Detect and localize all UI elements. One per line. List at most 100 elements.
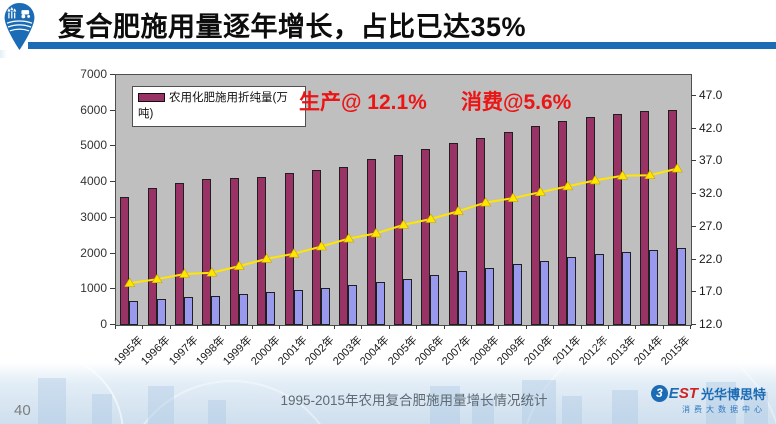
footer-cityscape bbox=[92, 394, 112, 424]
bar-compound-fertilizer bbox=[129, 301, 139, 325]
farm-pin-logo-icon bbox=[4, 2, 35, 51]
bar-total-fertilizer bbox=[613, 113, 623, 325]
left-axis-tickmark bbox=[110, 324, 115, 325]
right-axis-tickmark bbox=[691, 291, 696, 293]
slide-header: 复合肥施用量逐年增长，占比已达35% bbox=[0, 0, 776, 56]
annotation-consumption-growth: 消费@5.6% bbox=[461, 91, 572, 114]
right-axis-tickmark bbox=[691, 225, 696, 227]
right-axis-tick-label: 27.0 bbox=[699, 218, 723, 233]
bar-compound-fertilizer bbox=[649, 250, 659, 325]
bar-compound-fertilizer bbox=[375, 282, 385, 325]
right-axis-tickmark bbox=[691, 324, 696, 325]
footer-cityscape bbox=[472, 398, 494, 424]
x-axis-tickmark bbox=[279, 325, 281, 329]
annotation-production-growth: 生产@ 12.1% bbox=[299, 91, 427, 114]
bar-compound-fertilizer bbox=[156, 299, 166, 325]
bar-total-fertilizer bbox=[147, 188, 157, 325]
bar-compound-fertilizer bbox=[539, 260, 549, 325]
x-axis-tickmark bbox=[498, 325, 500, 329]
left-axis-tick-label: 4000 bbox=[80, 174, 107, 189]
right-axis-tick-label: 37.0 bbox=[699, 153, 723, 168]
x-axis-tickmark bbox=[416, 325, 418, 329]
footer-cityscape bbox=[522, 380, 556, 424]
best-letter-e: E bbox=[668, 384, 679, 402]
x-axis-tickmark bbox=[197, 325, 199, 329]
x-axis-tickmark bbox=[169, 325, 171, 329]
left-axis-tick-label: 6000 bbox=[80, 102, 107, 117]
left-axis-tickmark bbox=[110, 252, 115, 254]
chart-legend: 农用化肥施用折纯量(万吨) bbox=[132, 86, 306, 128]
footer-cityscape bbox=[562, 396, 582, 424]
x-axis-tickmark bbox=[662, 325, 664, 329]
right-axis-tickmark bbox=[691, 127, 696, 129]
bar-compound-fertilizer bbox=[457, 271, 467, 325]
best-circle-b-icon: 3 bbox=[650, 384, 668, 402]
bar-compound-fertilizer bbox=[238, 294, 248, 325]
x-axis-tickmark bbox=[251, 325, 253, 329]
best-company-logo: 3 E ST 光华博思特 消费大数据中心 bbox=[636, 384, 766, 415]
bar-compound-fertilizer bbox=[266, 292, 276, 326]
right-axis-tickmark bbox=[691, 258, 696, 260]
bar-total-fertilizer bbox=[120, 196, 130, 325]
right-axis-tick-label: 47.0 bbox=[699, 88, 723, 102]
bar-total-fertilizer bbox=[421, 149, 431, 325]
bar-total-fertilizer bbox=[202, 179, 212, 325]
slide-footer: 40 1995-2015年农用复合肥施用量增长情况统计 3 E ST 光华博思特… bbox=[0, 332, 776, 424]
title-underline-bar bbox=[28, 42, 776, 49]
left-axis-tick-label: 1000 bbox=[80, 281, 107, 296]
left-axis-tickmark bbox=[110, 145, 115, 147]
footer-cityscape bbox=[612, 390, 638, 424]
x-axis-tickmark bbox=[580, 325, 582, 329]
bar-total-fertilizer bbox=[640, 110, 650, 325]
x-axis-tickmark bbox=[388, 325, 390, 329]
x-axis-tickmark bbox=[361, 325, 363, 329]
bar-compound-fertilizer bbox=[512, 264, 522, 325]
legend-swatch-total-fertilizer bbox=[138, 93, 165, 103]
x-axis-tickmark bbox=[115, 325, 116, 329]
bar-compound-fertilizer bbox=[567, 257, 577, 325]
left-axis-tick-label: 3000 bbox=[80, 209, 107, 224]
x-axis-tickmark bbox=[607, 325, 609, 329]
bar-total-fertilizer bbox=[448, 142, 458, 325]
chart-plot-area: 农用化肥施用折纯量(万吨) 生产@ 12.1% 消费@5.6% bbox=[115, 74, 692, 326]
compound-share-line bbox=[124, 163, 683, 287]
footer-cityscape bbox=[208, 400, 226, 424]
bar-total-fertilizer bbox=[257, 176, 267, 325]
left-axis-tickmark bbox=[110, 74, 115, 75]
bar-compound-fertilizer bbox=[594, 253, 604, 325]
left-axis-tickmark bbox=[110, 216, 115, 218]
bar-total-fertilizer bbox=[366, 159, 376, 325]
bar-total-fertilizer bbox=[284, 173, 294, 325]
bar-compound-fertilizer bbox=[211, 295, 221, 325]
left-axis-tick-label: 0 bbox=[100, 317, 107, 331]
x-axis-tickmark bbox=[224, 325, 226, 329]
x-axis-tickmark bbox=[142, 325, 144, 329]
x-axis-tickmark bbox=[443, 325, 445, 329]
bar-compound-fertilizer bbox=[320, 287, 330, 325]
right-axis-tickmark bbox=[691, 160, 696, 162]
page-title: 复合肥施用量逐年增长，占比已达35% bbox=[58, 12, 527, 42]
bar-compound-fertilizer bbox=[485, 267, 495, 325]
footer-cityscape bbox=[706, 382, 736, 424]
footer-cityscape bbox=[38, 378, 66, 424]
chart-caption: 1995-2015年农用复合肥施用量增长情况统计 bbox=[280, 393, 548, 408]
x-axis-tickmark bbox=[306, 325, 308, 329]
x-axis-tickmark bbox=[334, 325, 335, 329]
bar-compound-fertilizer bbox=[293, 290, 303, 325]
footer-cityscape bbox=[148, 386, 174, 424]
bar-total-fertilizer bbox=[558, 121, 568, 325]
right-axis-tick-label: 22.0 bbox=[699, 251, 723, 266]
bar-total-fertilizer bbox=[530, 126, 540, 325]
bar-compound-fertilizer bbox=[676, 247, 686, 326]
right-axis-tick-label: 17.0 bbox=[699, 284, 723, 299]
left-axis-tick-label: 5000 bbox=[80, 138, 107, 153]
bar-total-fertilizer bbox=[339, 167, 349, 325]
x-axis-tickmark bbox=[690, 325, 691, 329]
right-axis-tick-label: 32.0 bbox=[699, 186, 723, 201]
left-axis-tickmark bbox=[110, 288, 115, 290]
bar-total-fertilizer bbox=[394, 154, 403, 325]
right-axis-tickmark bbox=[691, 193, 696, 195]
bar-compound-fertilizer bbox=[430, 275, 440, 325]
x-axis-tickmark bbox=[553, 325, 555, 329]
